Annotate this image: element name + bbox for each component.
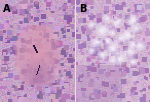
Text: A: A — [3, 4, 10, 14]
Text: B: B — [79, 4, 86, 14]
